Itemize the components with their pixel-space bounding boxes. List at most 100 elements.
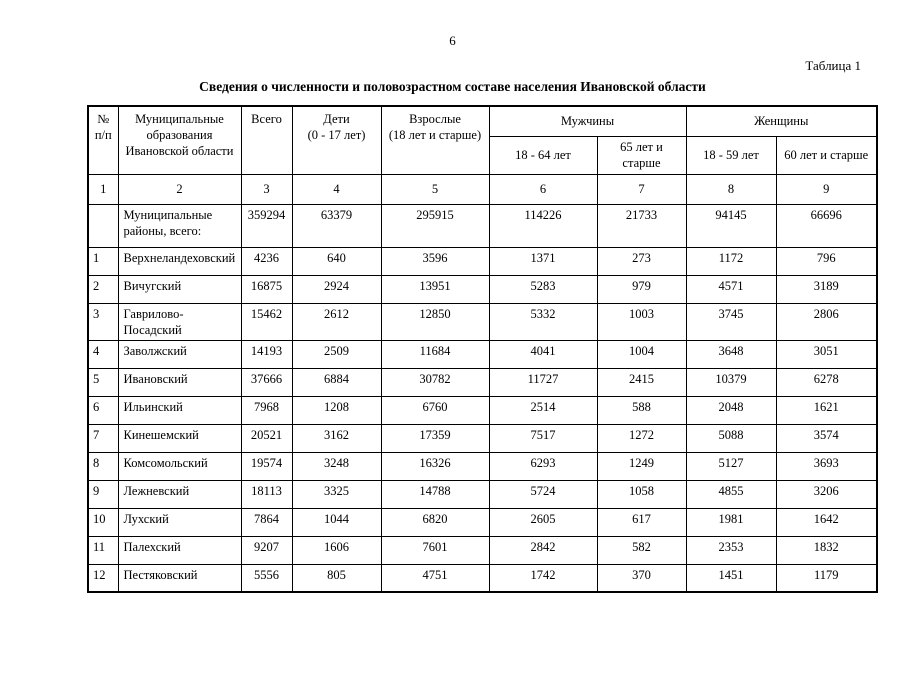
value-cell: 18113 [240,479,293,509]
header-men-65-plus: 65 лет и старше [596,135,687,175]
table-caption-label: Таблица 1 [805,58,861,73]
value-cell: 4571 [685,274,777,304]
district-name-cell: Ильинский [117,395,242,425]
district-name-cell: Пестяковский [117,563,242,593]
value-cell: 1606 [291,535,382,565]
population-table: № п/п Муниципальные образования Ивановск… [87,105,878,593]
header-women-60-plus: 60 лет и старше [775,135,878,175]
value-cell: 5724 [488,479,598,509]
value-cell: 114226 [488,203,598,248]
header-women-18-59: 18 - 59 лет [685,135,777,175]
value-cell: 796 [775,246,878,276]
value-cell: 15462 [240,302,293,341]
table-body: Муниципальные районы, всего: 359294 63379 2… [87,203,878,593]
value-cell: 21733 [596,203,687,248]
value-cell: 3596 [380,246,490,276]
value-cell: 2509 [291,339,382,369]
value-cell: 4855 [685,479,777,509]
value-cell: 582 [596,535,687,565]
value-cell: 13951 [380,274,490,304]
value-cell: 3051 [775,339,878,369]
row-number-cell: 6 [87,395,119,425]
header-men-group: Мужчины [488,105,687,137]
value-cell: 3574 [775,423,878,453]
value-cell: 7864 [240,507,293,537]
value-cell: 20521 [240,423,293,453]
value-cell: 979 [596,274,687,304]
value-cell: 7968 [240,395,293,425]
value-cell: 273 [596,246,687,276]
value-cell: 4236 [240,246,293,276]
row-number-cell: 8 [87,451,119,481]
value-cell: 7601 [380,535,490,565]
value-cell: 1003 [596,302,687,341]
district-name-cell: Муниципальные районы, всего: [117,203,242,248]
district-name-cell: Лухский [117,507,242,537]
header-num: № п/п [87,105,119,175]
header-row-groups: № п/п Муниципальные образования Ивановск… [87,105,878,175]
value-cell: 9207 [240,535,293,565]
value-cell: 588 [596,395,687,425]
table-row: 10 Лухский 7864 1044 6820 2605 617 1981 1642 [87,507,878,537]
district-name-cell: Вичугский [117,274,242,304]
district-name-cell: Палехский [117,535,242,565]
table-row: 7 Кинешемский 20521 3162 17359 7517 1272 5088 35… [87,423,878,453]
column-number: 8 [685,173,777,205]
value-cell: 3162 [291,423,382,453]
value-cell: 1451 [685,563,777,593]
value-cell: 11684 [380,339,490,369]
value-cell: 2842 [488,535,598,565]
table-row: 2 Вичугский 16875 2924 13951 5283 979 4571 3189 [87,274,878,304]
column-number: 1 [87,173,119,205]
page-number: 6 [449,33,456,48]
value-cell: 6278 [775,367,878,397]
value-cell: 94145 [685,203,777,248]
value-cell: 2048 [685,395,777,425]
value-cell: 295915 [380,203,490,248]
value-cell: 640 [291,246,382,276]
district-name-cell: Кинешемский [117,423,242,453]
value-cell: 5127 [685,451,777,481]
value-cell: 2415 [596,367,687,397]
header-adults-line1: Взрослые [409,112,461,126]
value-cell: 805 [291,563,382,593]
row-number-cell: 2 [87,274,119,304]
column-number: 7 [596,173,687,205]
table-row: 8 Комсомольский 19574 3248 16326 6293 1249 5127… [87,451,878,481]
column-number: 2 [117,173,242,205]
header-men-65-line1: 65 лет и [620,140,663,154]
value-cell: 1621 [775,395,878,425]
value-cell: 1058 [596,479,687,509]
value-cell: 3325 [291,479,382,509]
value-cell: 1981 [685,507,777,537]
value-cell: 4751 [380,563,490,593]
value-cell: 1272 [596,423,687,453]
value-cell: 10379 [685,367,777,397]
value-cell: 14193 [240,339,293,369]
value-cell: 1004 [596,339,687,369]
row-number-cell: 9 [87,479,119,509]
header-adults-line2: (18 лет и старше) [388,128,482,142]
value-cell: 5332 [488,302,598,341]
row-number-cell [87,203,119,248]
value-cell: 1642 [775,507,878,537]
district-name-cell: Ивановский [117,367,242,397]
table-row: 4 Заволжский 14193 2509 11684 4041 1004 3648 305… [87,339,878,369]
row-number-cell: 12 [87,563,119,593]
row-number-cell: 7 [87,423,119,453]
header-total: Всего [240,105,293,175]
value-cell: 17359 [380,423,490,453]
row-number-cell: 5 [87,367,119,397]
value-cell: 370 [596,563,687,593]
value-cell: 12850 [380,302,490,341]
column-number: 4 [291,173,382,205]
value-cell: 66696 [775,203,878,248]
column-number: 5 [380,173,490,205]
value-cell: 6820 [380,507,490,537]
table-row: 3 Гаврилово-Посадский 15462 2612 12850 5332 10… [87,302,878,341]
header-men-65-line2: старше [622,156,661,170]
table-header: № п/п Муниципальные образования Ивановск… [87,105,878,205]
value-cell: 3745 [685,302,777,341]
district-name-cell: Гаврилово-Посадский [117,302,242,341]
value-cell: 30782 [380,367,490,397]
